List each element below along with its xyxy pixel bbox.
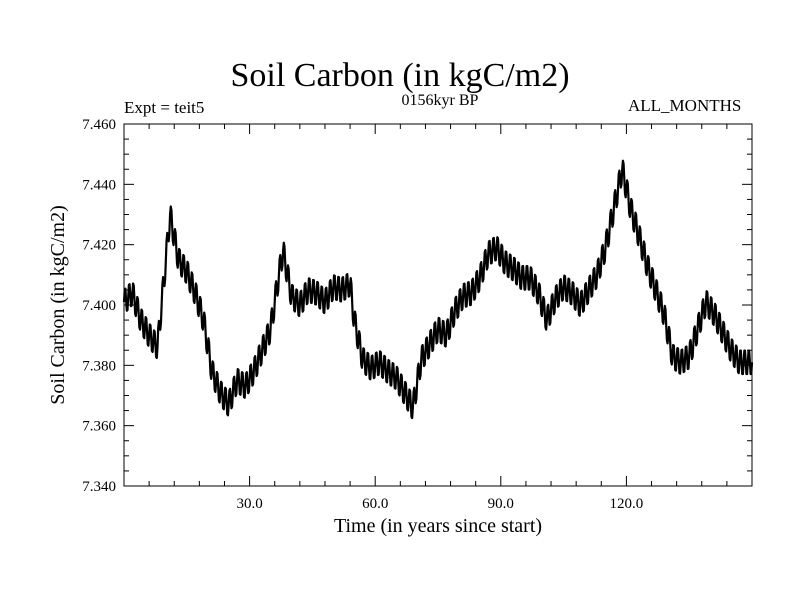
y-tick-label: 7.440 (82, 177, 116, 193)
x-tick-label: 90.0 (488, 496, 514, 512)
y-tick-label: 7.420 (82, 238, 116, 254)
y-tick-labels: 7.340 7.360 7.380 7.400 7.420 7.440 7.460 (82, 117, 116, 495)
x-tick-labels: 30.0 60.0 90.0 120.0 (236, 496, 643, 512)
y-tick-label: 7.340 (82, 479, 116, 495)
soil-carbon-series-line (124, 161, 752, 418)
y-tick-label: 7.400 (82, 298, 116, 314)
x-tick-label: 60.0 (362, 496, 388, 512)
x-tick-label: 30.0 (236, 496, 262, 512)
y-axis-label: Soil Carbon (in kgC/m2) (47, 205, 69, 404)
soil-carbon-chart: 7.340 7.360 7.380 7.400 7.420 7.440 7.460 30.0… (0, 0, 800, 600)
x-axis-label: Time (in years since start) (334, 515, 542, 537)
x-tick-label: 120.0 (610, 496, 644, 512)
y-tick-label: 7.360 (82, 419, 116, 435)
y-tick-label: 7.380 (82, 358, 116, 374)
y-tick-label: 7.460 (82, 117, 116, 133)
